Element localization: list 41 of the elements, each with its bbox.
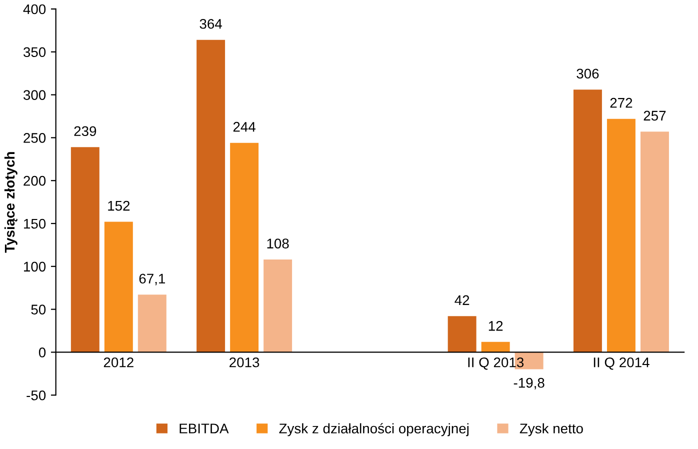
data-label: 12 (488, 321, 503, 331)
data-label: 257 (644, 110, 666, 121)
x-tick-label: 2013 (230, 357, 260, 368)
y-tick-label: 200 (24, 176, 46, 186)
bar (138, 294, 166, 352)
bar (70, 147, 100, 352)
y-tick-label: -50 (26, 390, 46, 400)
bar (640, 132, 669, 352)
data-label: 42 (454, 295, 470, 305)
legend-label: EBITDA (180, 424, 229, 434)
x-tick-label: II Q 2014 (594, 357, 650, 370)
bar (481, 342, 510, 352)
data-label: 239 (74, 126, 96, 136)
data-label: 67,1 (139, 274, 166, 286)
data-label: 364 (200, 18, 222, 29)
y-tick-label: 400 (23, 4, 46, 14)
y-tick-label: 0 (38, 348, 46, 358)
x-tick-label: II Q 2013 (468, 357, 524, 370)
bar (573, 90, 602, 352)
bar (606, 118, 636, 352)
data-label: 152 (108, 200, 130, 211)
x-tick-label: 2012 (104, 357, 134, 368)
data-label: -19,8 (514, 378, 544, 390)
y-tick-label: 100 (24, 262, 46, 272)
bar (264, 260, 292, 352)
legend-label: Zysk z działalności operacyjnej (279, 423, 469, 436)
y-tick-label: 250 (24, 133, 46, 143)
data-label: 108 (267, 238, 289, 248)
bar (230, 142, 259, 352)
data-label: 272 (610, 98, 632, 108)
bar (104, 222, 133, 352)
bar (196, 40, 226, 352)
data-label: 306 (576, 68, 599, 79)
y-tick-label: 350 (23, 47, 46, 58)
data-label: 244 (233, 122, 256, 132)
y-axis-title: Tysiące złotych (4, 152, 18, 253)
y-tick-label: 50 (31, 304, 46, 314)
y-tick-label: 300 (23, 90, 46, 100)
legend-label: Zysk netto (520, 423, 583, 436)
y-tick-label: 150 (24, 218, 46, 229)
bar (448, 316, 476, 352)
